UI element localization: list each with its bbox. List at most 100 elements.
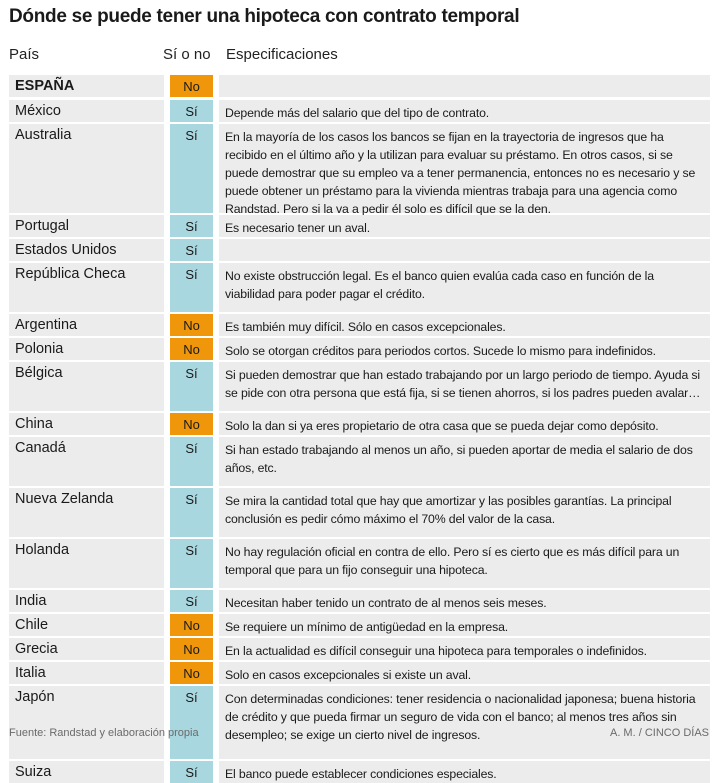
country-cell: Bélgica [9, 362, 164, 411]
table-row: República Checa Sí No existe obstrucción l… [0, 263, 717, 312]
country-cell: Holanda [9, 539, 164, 588]
table-row: Italia No Solo en casos excepcionales si e… [0, 662, 717, 684]
table-row: India Sí Necesitan haber tenido un contrat… [0, 590, 717, 612]
answer-badge: No [170, 338, 213, 360]
answer-badge: Sí [170, 215, 213, 237]
country-cell: Polonia [9, 338, 164, 360]
spec-text: Necesitan haber tenido un contrato de al… [225, 596, 547, 610]
table-row: China No Solo la dan si ya eres propietari… [0, 413, 717, 435]
spec-cell: Si han estado trabajando al menos un año… [219, 437, 710, 486]
spec-cell: No hay regulación oficial en contra de e… [219, 539, 710, 588]
table-row: Australia Sí En la mayoría de los casos lo… [0, 124, 717, 216]
header-spec: Especificaciones [226, 46, 338, 63]
answer-badge: No [170, 638, 213, 660]
country-name: Nueva Zelanda [15, 491, 114, 507]
answer-badge: No [170, 75, 213, 97]
country-name: Estados Unidos [15, 242, 117, 258]
answer-badge: Sí [170, 686, 213, 759]
spec-text: Solo la dan si ya eres propietario de ot… [225, 419, 659, 433]
country-name: Suiza [15, 764, 52, 780]
table-row: México Sí Depende más del salario que del … [0, 100, 717, 122]
country-cell: ESPAÑA [9, 75, 164, 97]
country-name: Portugal [15, 218, 70, 234]
table-row: Polonia No Solo se otorgan créditos para p… [0, 338, 717, 360]
answer-badge: Sí [170, 362, 213, 411]
country-cell: Japón [9, 686, 164, 759]
country-name: Grecia [15, 641, 58, 657]
country-name: ESPAÑA [15, 78, 75, 94]
answer-label: No [183, 342, 200, 357]
country-name: India [15, 593, 47, 609]
country-cell: Portugal [9, 215, 164, 237]
source-note: Fuente: Randstad y elaboración propia [9, 727, 199, 739]
country-name: Chile [15, 617, 49, 633]
table-row: ESPAÑA No [0, 75, 717, 97]
country-name: República Checa [15, 266, 126, 282]
spec-cell: Si pueden demostrar que han estado traba… [219, 362, 710, 411]
spec-cell: Solo en casos excepcionales si existe un… [219, 662, 710, 684]
spec-text: Depende más del salario que del tipo de … [225, 106, 490, 120]
answer-label: No [183, 318, 200, 333]
spec-cell: Se requiere un mínimo de antigüedad en l… [219, 614, 710, 636]
answer-badge: Sí [170, 437, 213, 486]
table-row: Japón Sí Con determinadas condiciones: ten… [0, 686, 717, 759]
answer-label: Sí [185, 441, 198, 456]
spec-cell: Es también muy difícil. Sólo en casos ex… [219, 314, 710, 336]
answer-badge: Sí [170, 263, 213, 312]
country-name: Bélgica [15, 365, 63, 381]
country-name: Canadá [15, 440, 66, 456]
answer-label: Sí [185, 594, 198, 609]
country-name: México [15, 103, 61, 119]
country-cell: México [9, 100, 164, 122]
country-cell: Australia [9, 124, 164, 213]
answer-badge: No [170, 413, 213, 435]
answer-label: Sí [185, 366, 198, 381]
spec-cell: En la mayoría de los casos los bancos se… [219, 124, 710, 216]
header-yesno: Sí o no [163, 46, 211, 63]
spec-text: Si pueden demostrar que han estado traba… [225, 368, 701, 400]
spec-cell: Necesitan haber tenido un contrato de al… [219, 590, 710, 612]
spec-cell: El banco puede establecer condiciones es… [219, 761, 710, 783]
answer-badge: Sí [170, 239, 213, 261]
country-name: Argentina [15, 317, 78, 333]
table-row: Canadá Sí Si han estado trabajando al meno… [0, 437, 717, 486]
answer-label: No [183, 618, 200, 633]
answer-label: Sí [185, 543, 198, 558]
answer-badge: No [170, 662, 213, 684]
answer-label: No [183, 79, 200, 94]
country-cell: India [9, 590, 164, 612]
answer-label: No [183, 417, 200, 432]
spec-cell: En la actualidad es difícil conseguir un… [219, 638, 710, 660]
table-row: Grecia No En la actualidad es difícil cons… [0, 638, 717, 660]
spec-text: No existe obstrucción legal. Es el banco… [225, 269, 654, 301]
spec-cell: Solo se otorgan créditos para periodos c… [219, 338, 710, 360]
answer-badge: Sí [170, 488, 213, 537]
credit-note: A. M. / CINCO DÍAS [609, 727, 709, 739]
country-cell: Canadá [9, 437, 164, 486]
answer-label: Sí [185, 492, 198, 507]
answer-label: No [183, 666, 200, 681]
answer-label: Sí [185, 104, 198, 119]
spec-text: No hay regulación oficial en contra de e… [225, 545, 680, 577]
spec-text: Solo se otorgan créditos para periodos c… [225, 344, 656, 358]
answer-badge: Sí [170, 590, 213, 612]
spec-text: Solo en casos excepcionales si existe un… [225, 668, 472, 682]
country-cell: Nueva Zelanda [9, 488, 164, 537]
table-row: Estados Unidos Sí [0, 239, 717, 261]
answer-label: Sí [185, 765, 198, 780]
country-cell: China [9, 413, 164, 435]
spec-cell [219, 239, 710, 261]
country-cell: Italia [9, 662, 164, 684]
spec-cell: Solo la dan si ya eres propietario de ot… [219, 413, 710, 435]
country-cell: Grecia [9, 638, 164, 660]
answer-label: Sí [185, 690, 198, 705]
country-name: Polonia [15, 341, 64, 357]
country-name: Australia [15, 127, 72, 143]
table-row: Nueva Zelanda Sí Se mira la cantidad total… [0, 488, 717, 537]
country-cell: Suiza [9, 761, 164, 783]
table-row: Chile No Se requiere un mínimo de antigüed… [0, 614, 717, 636]
table-row: Portugal Sí Es necesario tener un aval. [0, 215, 717, 237]
spec-cell: Con determinadas condiciones: tener resi… [219, 686, 710, 759]
spec-text: Con determinadas condiciones: tener resi… [225, 692, 696, 742]
answer-badge: No [170, 314, 213, 336]
